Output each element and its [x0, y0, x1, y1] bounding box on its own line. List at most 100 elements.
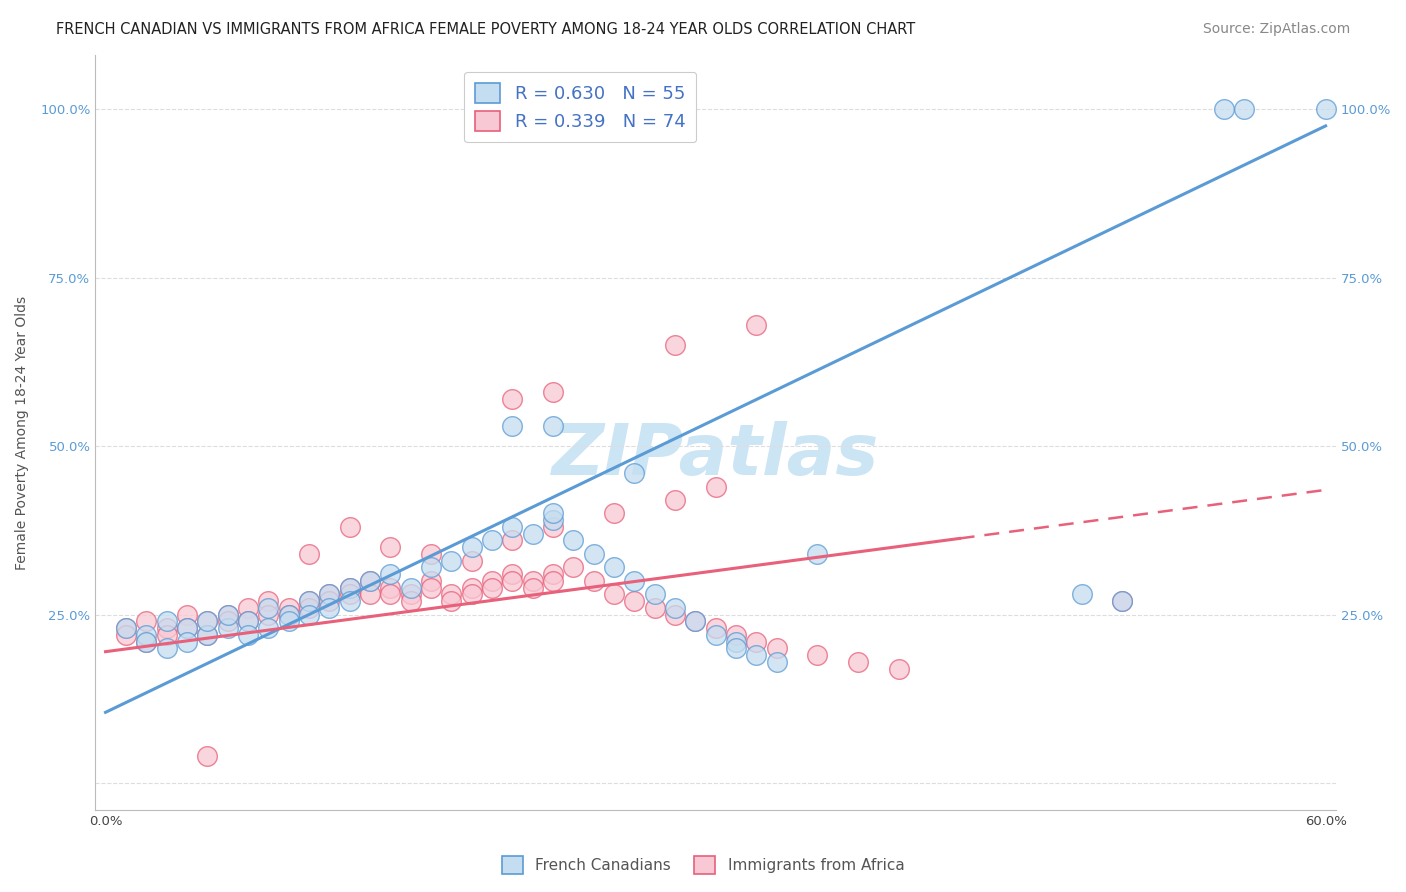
Point	[481, 574, 503, 588]
Point	[765, 655, 787, 669]
Point	[664, 338, 686, 352]
Point	[501, 520, 523, 534]
Point	[135, 634, 157, 648]
Point	[380, 587, 402, 601]
Point	[298, 594, 321, 608]
Point	[277, 607, 299, 622]
Point	[419, 560, 441, 574]
Point	[155, 641, 177, 656]
Point	[683, 615, 706, 629]
Point	[501, 574, 523, 588]
Point	[582, 547, 605, 561]
Point	[257, 594, 280, 608]
Point	[380, 581, 402, 595]
Point	[541, 507, 564, 521]
Point	[419, 547, 441, 561]
Point	[522, 574, 544, 588]
Point	[380, 567, 402, 582]
Point	[318, 600, 340, 615]
Point	[806, 648, 828, 662]
Point	[481, 581, 503, 595]
Point	[359, 574, 381, 588]
Point	[176, 621, 198, 635]
Point	[704, 621, 727, 635]
Point	[562, 560, 585, 574]
Point	[582, 574, 605, 588]
Point	[522, 581, 544, 595]
Point	[339, 594, 361, 608]
Point	[339, 520, 361, 534]
Point	[176, 621, 198, 635]
Text: Source: ZipAtlas.com: Source: ZipAtlas.com	[1202, 22, 1350, 37]
Point	[460, 581, 482, 595]
Point	[359, 587, 381, 601]
Point	[195, 749, 218, 764]
Point	[359, 574, 381, 588]
Point	[623, 466, 645, 480]
Point	[257, 600, 280, 615]
Point	[318, 587, 340, 601]
Point	[562, 533, 585, 548]
Point	[236, 628, 259, 642]
Point	[115, 621, 138, 635]
Point	[277, 600, 299, 615]
Point	[724, 634, 747, 648]
Point	[176, 607, 198, 622]
Point	[440, 554, 463, 568]
Point	[765, 641, 787, 656]
Point	[603, 587, 626, 601]
Point	[522, 526, 544, 541]
Point	[724, 641, 747, 656]
Point	[603, 507, 626, 521]
Point	[176, 634, 198, 648]
Point	[298, 547, 321, 561]
Point	[399, 587, 422, 601]
Point	[704, 479, 727, 493]
Point	[318, 594, 340, 608]
Point	[603, 560, 626, 574]
Text: ZIPatlas: ZIPatlas	[553, 421, 879, 490]
Point	[135, 628, 157, 642]
Point	[419, 581, 441, 595]
Point	[236, 615, 259, 629]
Point	[664, 607, 686, 622]
Point	[623, 594, 645, 608]
Point	[745, 634, 768, 648]
Point	[298, 594, 321, 608]
Point	[339, 581, 361, 595]
Point	[195, 615, 218, 629]
Point	[541, 574, 564, 588]
Point	[1315, 102, 1337, 116]
Point	[440, 587, 463, 601]
Point	[135, 615, 157, 629]
Point	[217, 607, 239, 622]
Point	[115, 628, 138, 642]
Point	[257, 621, 280, 635]
Point	[683, 615, 706, 629]
Point	[541, 520, 564, 534]
Point	[257, 607, 280, 622]
Point	[745, 648, 768, 662]
Point	[399, 581, 422, 595]
Point	[501, 533, 523, 548]
Point	[217, 607, 239, 622]
Point	[1070, 587, 1092, 601]
Point	[644, 587, 666, 601]
Point	[846, 655, 869, 669]
Point	[236, 615, 259, 629]
Point	[887, 661, 910, 675]
Point	[135, 634, 157, 648]
Point	[745, 318, 768, 332]
Point	[195, 628, 218, 642]
Point	[460, 554, 482, 568]
Point	[1111, 594, 1133, 608]
Point	[541, 513, 564, 527]
Point	[339, 587, 361, 601]
Point	[298, 600, 321, 615]
Point	[195, 628, 218, 642]
Point	[460, 587, 482, 601]
Legend: R = 0.630   N = 55, R = 0.339   N = 74: R = 0.630 N = 55, R = 0.339 N = 74	[464, 71, 696, 143]
Point	[298, 607, 321, 622]
Point	[399, 594, 422, 608]
Point	[541, 418, 564, 433]
